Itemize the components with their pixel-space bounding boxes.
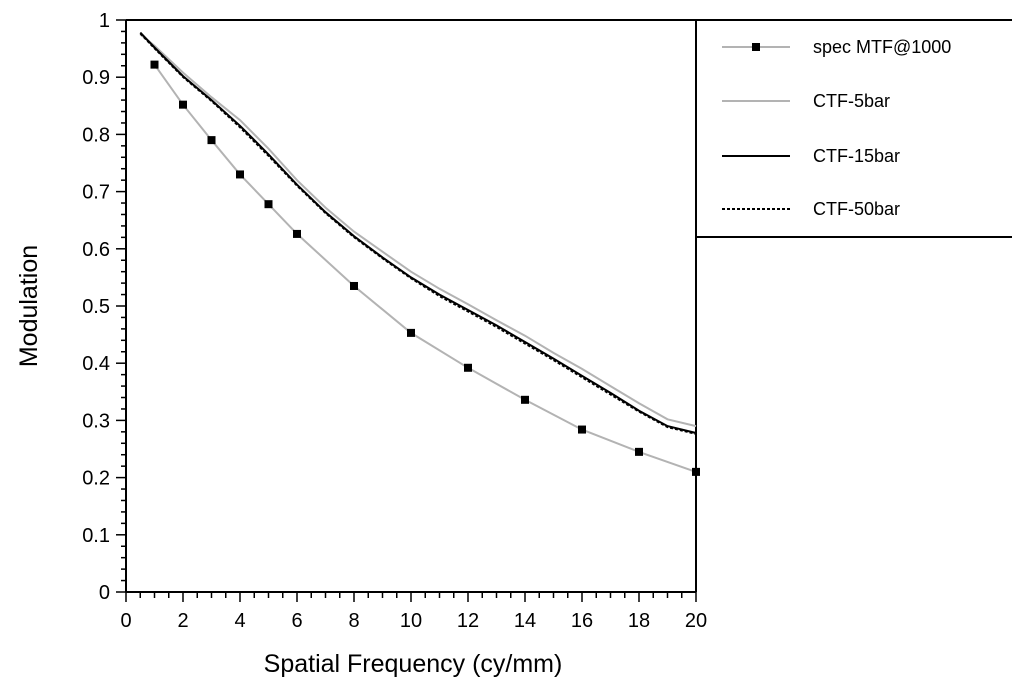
- legend-label-1: CTF-5bar: [813, 91, 890, 111]
- series-marker: [521, 395, 529, 404]
- y-tick-label: 0.8: [82, 124, 110, 146]
- y-tick-label: 0.9: [82, 67, 110, 89]
- legend-label-2: CTF-15bar: [813, 146, 900, 166]
- series-marker: [464, 363, 472, 372]
- y-tick-label: 1: [99, 10, 110, 32]
- series-layer: [139, 31, 700, 476]
- x-tick-label: 4: [234, 610, 245, 632]
- series-marker: [407, 328, 415, 337]
- series-marker: [692, 467, 700, 476]
- x-tick-label: 14: [514, 610, 536, 632]
- y-tick-label: 0.3: [82, 410, 110, 432]
- y-tick-label: 0.1: [82, 525, 110, 547]
- y-tick-label: 0: [99, 582, 110, 604]
- x-tick-label: 20: [685, 610, 707, 632]
- y-tick-label: 0.4: [82, 353, 110, 375]
- series-marker: [179, 100, 187, 109]
- x-tick-label: 6: [291, 610, 302, 632]
- series-line-0: [153, 64, 697, 473]
- x-tick-label: 18: [628, 610, 650, 632]
- y-tick-label: 0.7: [82, 182, 110, 204]
- legend-label-0: spec MTF@1000: [813, 37, 951, 57]
- series-marker: [236, 170, 244, 179]
- x-tick-label: 10: [400, 610, 422, 632]
- legend: spec MTF@1000 CTF-5bar CTF-15bar CTF-50bar: [722, 37, 951, 219]
- series-marker: [578, 425, 586, 434]
- series-marker: [350, 281, 358, 290]
- series-line-3: [139, 33, 697, 435]
- y-tick-label: 0.2: [82, 468, 110, 490]
- series-line-2: [139, 31, 697, 434]
- series-marker: [264, 200, 273, 209]
- x-tick-label: 0: [120, 610, 131, 632]
- x-axis-title: Spatial Frequency (cy/mm): [264, 650, 563, 678]
- series-marker: [150, 60, 159, 69]
- series-marker: [207, 136, 216, 145]
- x-tick-label: 12: [457, 610, 479, 632]
- y-axis-title: Modulation: [15, 245, 43, 367]
- series-line-1: [139, 33, 697, 428]
- legend-label-3: CTF-50bar: [813, 199, 900, 219]
- legend-marker: [752, 43, 760, 51]
- x-tick-label: 8: [348, 610, 359, 632]
- x-tick-label: 2: [177, 610, 188, 632]
- series-marker: [293, 229, 301, 238]
- series-marker: [635, 447, 643, 456]
- x-tick-label: 16: [571, 610, 593, 632]
- y-tick-label: 0.6: [82, 239, 110, 261]
- ticks-layer: 0 2 4 6 8 10 12 14 16 18 20 0 0.1 0.2 0.3 0.4 0.5 0.6 0.7 0…: [82, 10, 707, 632]
- y-tick-label: 0.5: [82, 296, 110, 318]
